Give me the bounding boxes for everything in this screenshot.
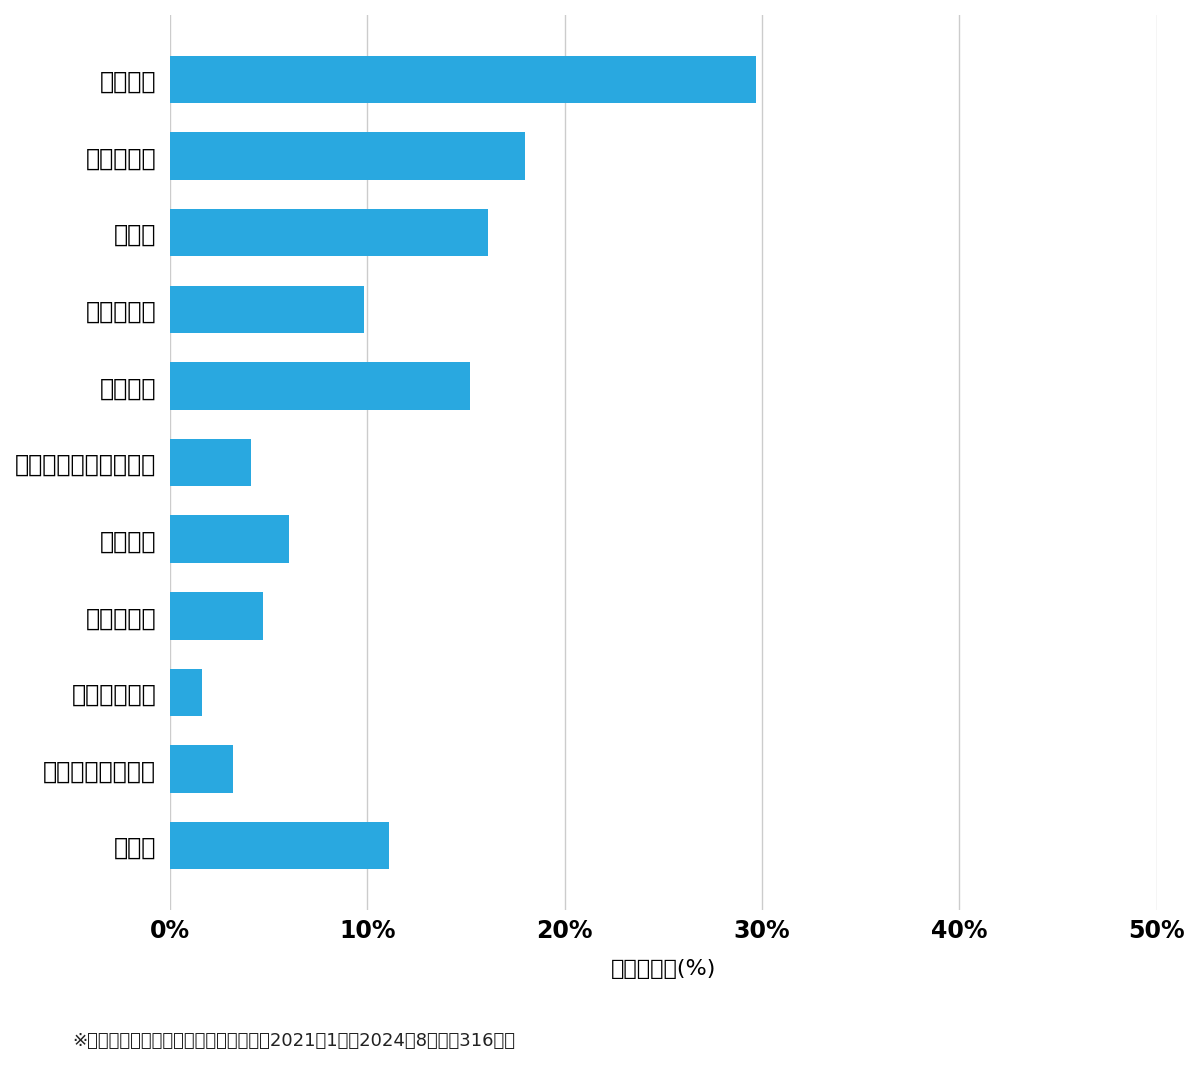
Bar bbox=[170, 285, 364, 334]
Bar bbox=[170, 362, 470, 409]
Bar bbox=[170, 133, 526, 180]
Bar bbox=[170, 208, 488, 257]
Bar bbox=[170, 745, 233, 793]
Bar bbox=[170, 669, 202, 716]
Text: ※弊社受付の案件を対象に集計（期間：2021年1月～2024年8月、訜316件）: ※弊社受付の案件を対象に集計（期間：2021年1月～2024年8月、訜316件） bbox=[72, 1032, 515, 1050]
Bar bbox=[170, 56, 756, 104]
Bar bbox=[170, 439, 251, 486]
Bar bbox=[170, 592, 263, 639]
Bar bbox=[170, 822, 389, 869]
X-axis label: 件数の割合(%): 件数の割合(%) bbox=[611, 959, 716, 979]
Bar bbox=[170, 515, 288, 563]
